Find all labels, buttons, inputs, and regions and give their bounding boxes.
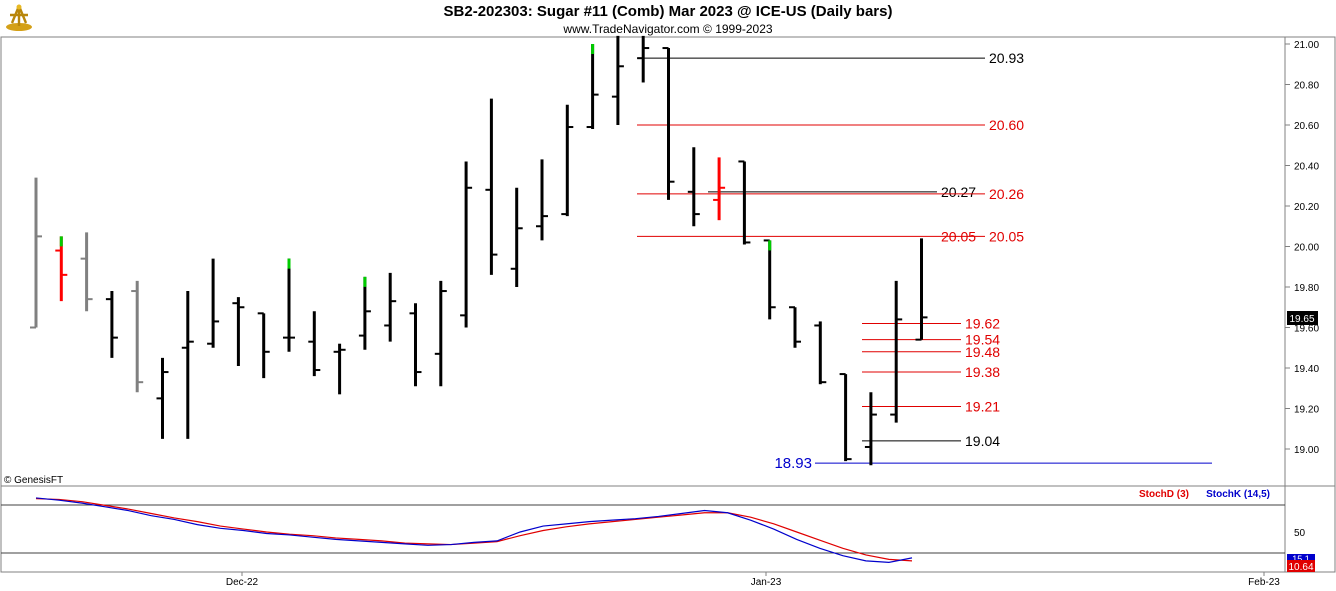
ohlc-bar[interactable] [890,280,903,423]
last-stochd-marker [1287,560,1315,572]
price-tick-label: 20.80 [1294,81,1319,92]
ohlc-bar[interactable] [687,147,700,227]
last-price-label: 19.65 [1289,314,1314,325]
ohlc-bar[interactable] [713,157,726,221]
ohlc-bar[interactable] [207,258,220,348]
price-tick-label: 19.00 [1294,445,1319,456]
ohlc-bar[interactable] [814,321,827,385]
price-tick-label: 20.20 [1294,202,1319,213]
price-tick-label: 19.40 [1294,364,1319,375]
ohlc-bar[interactable] [333,343,346,395]
ohlc-bar[interactable] [55,236,68,302]
ohlc-bar[interactable] [915,238,928,341]
ohlc-bar[interactable] [232,297,245,366]
price-level-label: 20.27 [941,184,976,200]
price-level-label: 20.26 [989,186,1024,202]
ohlc-bar[interactable] [460,161,473,328]
ohlc-bar[interactable] [637,35,650,83]
ohlc-bar[interactable] [257,312,270,379]
price-axis [1284,36,1336,487]
price-level-label: 18.93 [774,455,812,472]
ohlc-bar[interactable] [409,303,422,387]
price-tick-label: 20.40 [1294,162,1319,173]
ohlc-bar[interactable] [789,306,801,348]
ohlc-bar[interactable] [308,311,321,377]
last-stochk-marker [1287,554,1315,563]
stochd-line [35,498,913,562]
ohlc-bar[interactable] [80,232,93,312]
price-panel [0,36,1286,487]
chart-subtitle: www.TradeNavigator.com © 1999-2023 [563,22,773,36]
ohlc-bar[interactable] [358,276,371,350]
last-stochd-label: 10.64 [1288,562,1313,573]
x-tick-label: Dec-22 [226,577,259,588]
ohlc-bar[interactable] [283,258,295,352]
price-tick-label: 19.80 [1294,283,1319,294]
ohlc-bar[interactable] [839,373,852,462]
ohlc-bar[interactable] [510,187,523,287]
price-tick-label: 19.60 [1294,324,1319,335]
tradenavigator-logo-icon [4,3,34,33]
last-price-marker [1287,311,1318,325]
price-level-label: 20.60 [989,117,1024,133]
ohlc-bar[interactable] [105,291,118,358]
price-tick-label: 21.00 [1294,40,1319,51]
price-level-label: 19.38 [965,364,1000,380]
ohlc-bar[interactable] [864,392,877,466]
ohlc-bar[interactable] [131,280,144,393]
x-tick-label: Jan-23 [751,577,782,588]
ohlc-bar[interactable] [611,35,624,125]
ohlc-bar[interactable] [156,357,169,439]
ohlc-bar[interactable] [384,272,397,342]
ohlc-bar[interactable] [561,104,574,217]
price-level-label: 19.54 [965,332,1000,348]
ohlc-bar[interactable] [30,177,42,329]
ohlc-bar[interactable] [485,98,498,275]
price-level-label: 19.21 [965,398,1000,414]
price-tick-label: 19.20 [1294,405,1319,416]
price-level-label: 20.93 [989,50,1024,66]
price-level-label: 19.62 [965,315,1000,331]
ohlc-bar[interactable] [536,159,548,241]
price-level-label: 20.05 [989,228,1024,244]
price-level-label: 19.48 [965,344,1000,360]
stochk-legend: StochK (14,5) [1206,489,1270,500]
copyright-label: © GenesisFT [4,475,63,486]
last-stochk-label: 15.1 [1292,554,1310,564]
x-tick-label: Feb-23 [1248,577,1280,588]
price-tick-label: 20.00 [1294,243,1319,254]
ohlc-bar[interactable] [662,47,675,200]
stochd-legend: StochD (3) [1139,489,1189,500]
ohlc-bar[interactable] [586,44,599,130]
stoch-panel [0,485,1286,573]
stochk-line [35,497,913,563]
ohlc-bar[interactable] [738,160,751,245]
stoch-tick-label: 50 [1294,528,1306,539]
ohlc-bar[interactable] [434,280,447,387]
price-level-label: 19.04 [965,433,1000,449]
chart-title: SB2-202303: Sugar #11 (Comb) Mar 2023 @ … [443,3,893,20]
ohlc-bar[interactable] [181,291,194,439]
price-tick-label: 20.60 [1294,121,1319,132]
